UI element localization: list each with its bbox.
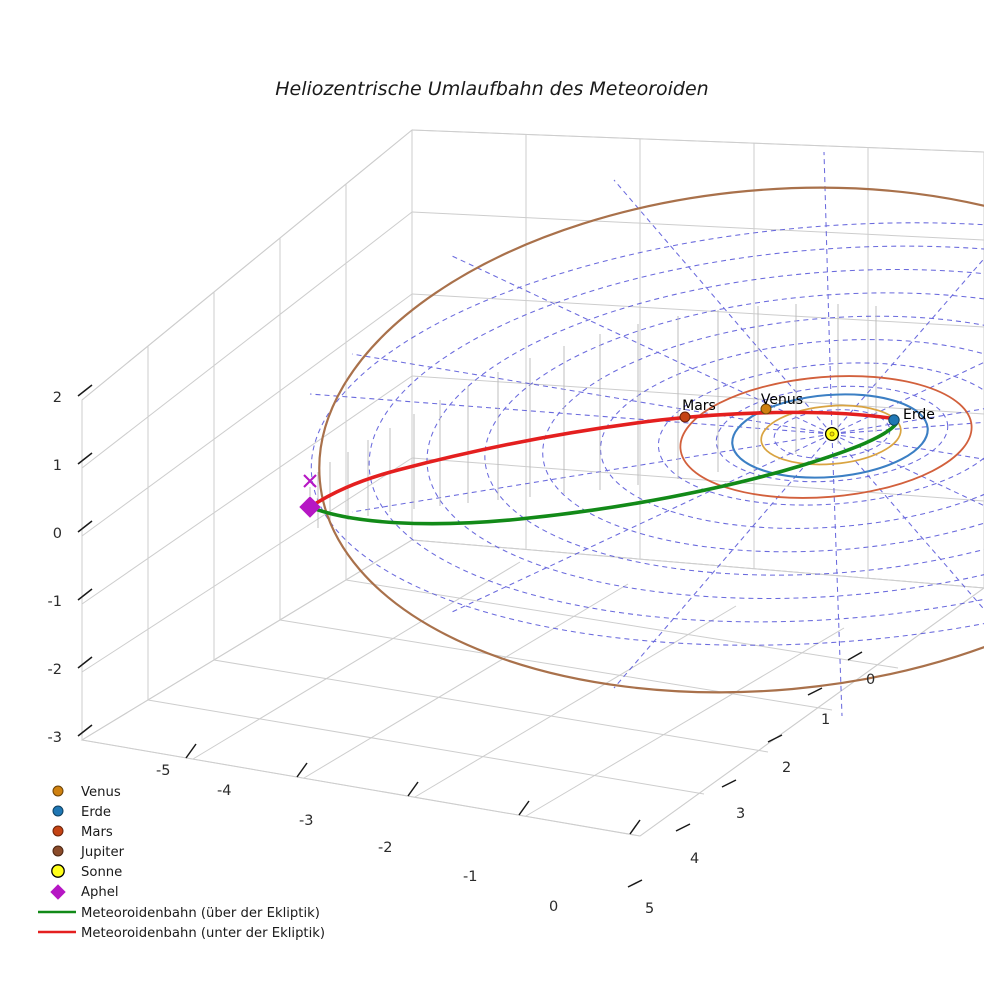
orbit-erde xyxy=(731,393,929,479)
legend-label-venus: Venus xyxy=(81,785,121,800)
y-tick-5: 5 xyxy=(645,901,654,917)
legend-label-below: Meteoroidenbahn (unter der Ekliptik) xyxy=(81,926,325,941)
polar-ring-8 xyxy=(368,245,984,623)
legend-marker-aphel-icon xyxy=(50,884,66,900)
legend-label-jupiter: Jupiter xyxy=(80,845,125,860)
legend: Venus Erde Mars Jupiter Sonne Aphel xyxy=(38,785,325,941)
z-axis-ticks xyxy=(77,384,93,737)
legend-label-sonne: Sonne xyxy=(81,865,122,880)
aphel-projection-x xyxy=(303,474,317,488)
z-tick-3: -1 xyxy=(48,594,62,610)
legend-marker-venus-icon xyxy=(52,785,64,797)
legend-item-venus[interactable]: Venus xyxy=(52,785,121,800)
legend-marker-jupiter-icon xyxy=(52,845,64,857)
meteoroid-trajectory xyxy=(308,410,898,526)
annotation-venus: Venus xyxy=(761,392,803,408)
z-tick-4: -2 xyxy=(48,662,62,678)
legend-label-erde: Erde xyxy=(81,805,111,820)
x-tick-2: -3 xyxy=(299,813,313,829)
aphel-group xyxy=(299,474,321,518)
x-tick-3: -2 xyxy=(378,840,392,856)
x-tick-1: -4 xyxy=(217,783,231,799)
pane-right-wall xyxy=(411,129,984,589)
aphel-diamond xyxy=(299,496,321,518)
body-annotations: Mars Venus Erde xyxy=(682,392,935,423)
legend-label-mars: Mars xyxy=(81,825,113,840)
x-tick-4: -1 xyxy=(463,869,477,885)
x-axis: -5 -4 -3 -2 -1 0 xyxy=(156,743,641,915)
orbit-mars xyxy=(679,375,973,499)
x-tick-5: 0 xyxy=(549,899,558,915)
legend-label-aphel: Aphel xyxy=(81,885,119,900)
planet-orbits xyxy=(318,186,984,694)
z-tick-1: 1 xyxy=(53,458,62,474)
legend-item-aphel[interactable]: Aphel xyxy=(50,884,119,900)
trajectory-below-ecliptik xyxy=(308,410,898,509)
polar-ring-9 xyxy=(310,222,984,646)
body-venus xyxy=(760,403,772,415)
z-tick-5: -3 xyxy=(48,730,62,746)
trajectory-above-ecliptik xyxy=(308,422,898,526)
legend-marker-mars-icon xyxy=(52,825,64,837)
z-axis: 2 1 0 -1 -2 -3 xyxy=(48,384,93,746)
legend-item-above-ecliptik[interactable]: Meteoroidenbahn (über der Ekliptik) xyxy=(38,906,320,921)
polar-spokes xyxy=(309,151,984,717)
body-sonne-core xyxy=(829,431,835,437)
z-tick-0: 2 xyxy=(53,390,62,406)
y-tick-1: 1 xyxy=(821,712,830,728)
body-erde xyxy=(888,414,900,426)
y-axis: 0 1 2 3 4 5 xyxy=(627,651,875,917)
legend-item-jupiter[interactable]: Jupiter xyxy=(52,845,125,860)
z-tick-2: 0 xyxy=(53,526,62,542)
polar-ring-2 xyxy=(715,385,949,483)
orbit-venus xyxy=(760,404,902,466)
y-tick-3: 3 xyxy=(736,806,745,822)
legend-item-below-ecliptik[interactable]: Meteoroidenbahn (unter der Ekliptik) xyxy=(38,926,325,941)
polar-ring-5 xyxy=(542,315,984,553)
legend-marker-sonne-icon xyxy=(51,864,65,878)
legend-marker-erde-icon xyxy=(52,805,64,817)
x-tick-0: -5 xyxy=(156,763,170,779)
chart-title: Heliozentrische Umlaufbahn des Meteoroid… xyxy=(275,78,708,100)
celestial-bodies xyxy=(679,403,900,442)
legend-label-above: Meteoroidenbahn (über der Ekliptik) xyxy=(81,906,320,921)
trajectory-stems xyxy=(317,304,877,528)
annotation-erde: Erde xyxy=(903,407,935,423)
y-tick-2: 2 xyxy=(782,760,791,776)
polar-ring-3 xyxy=(657,362,984,506)
legend-item-mars[interactable]: Mars xyxy=(52,825,113,840)
axis-panes xyxy=(80,128,984,837)
polar-ring-4 xyxy=(600,339,984,529)
polar-ring-6 xyxy=(484,292,984,576)
x-axis-ticks xyxy=(185,743,641,835)
orbit-jupiter xyxy=(318,186,984,694)
annotation-mars: Mars xyxy=(682,398,716,414)
pane-floor xyxy=(80,539,984,837)
legend-item-erde[interactable]: Erde xyxy=(52,805,111,820)
legend-item-sonne[interactable]: Sonne xyxy=(51,864,122,880)
y-axis-ticks xyxy=(627,651,863,888)
y-tick-0: 0 xyxy=(866,672,875,688)
y-tick-4: 4 xyxy=(690,851,699,867)
body-mars xyxy=(679,411,691,423)
